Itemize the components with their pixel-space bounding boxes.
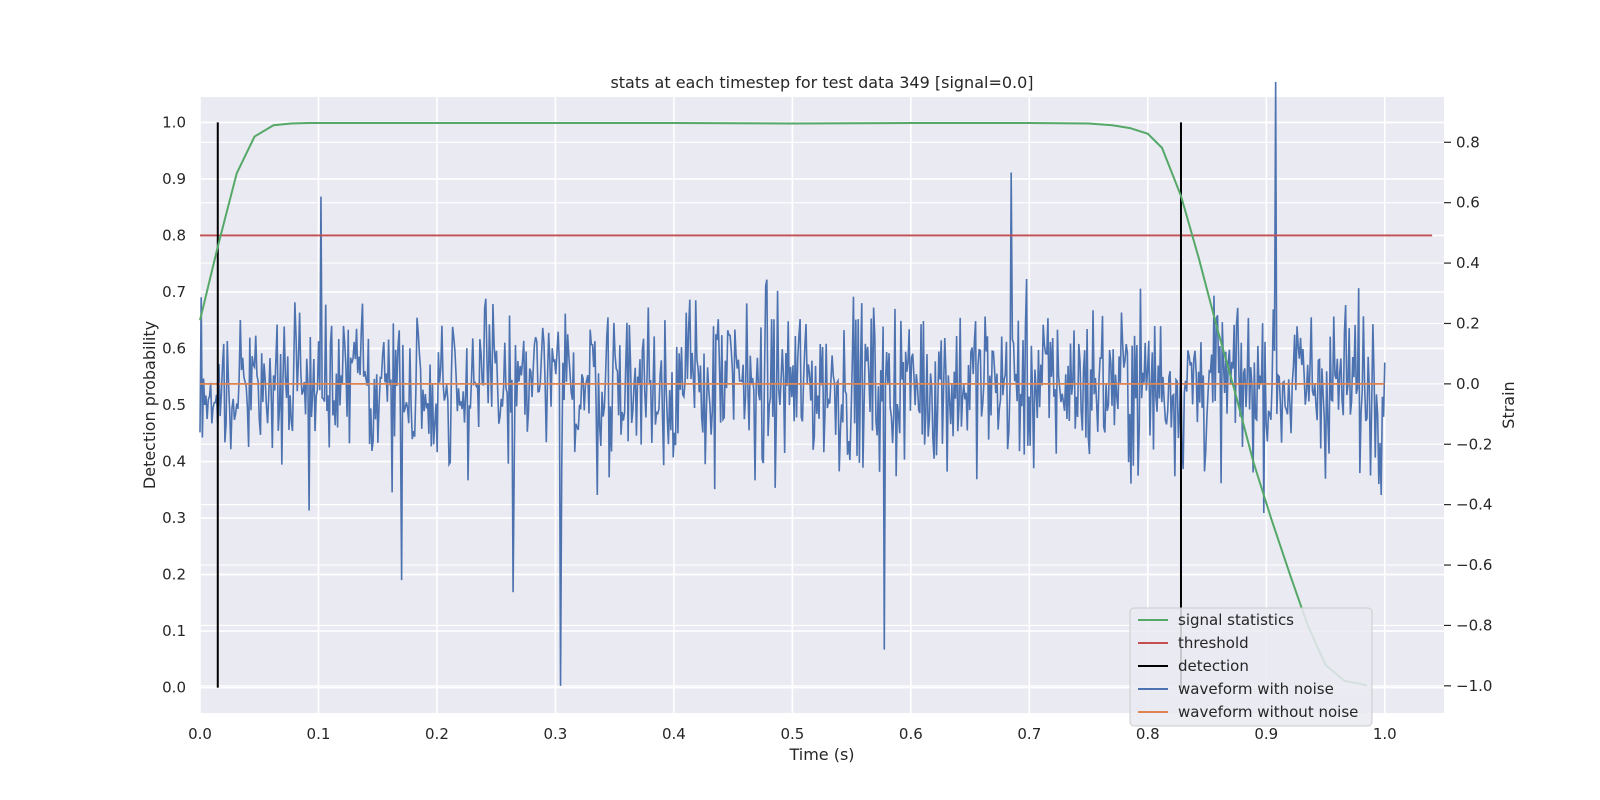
chart-title: stats at each timestep for test data 349… [610, 73, 1033, 92]
legend-label: waveform without noise [1178, 703, 1358, 721]
series-signal-statistics [199, 122, 1368, 687]
plot-area [199, 81, 1433, 688]
right-y-axis-ticks: 0.8 0.6 0.4 0.2 0.0 −0.2 −0.4 −0.6 −0.8 −1.0 [1444, 133, 1492, 695]
x-tick-label: 0.2 [425, 725, 449, 743]
x-tick-label: 0.7 [1017, 725, 1041, 743]
left-y-tick-label: 0.2 [162, 566, 186, 584]
x-tick-label: 1.0 [1373, 725, 1397, 743]
right-y-tick-label: −0.4 [1456, 496, 1492, 514]
series-waveform-with-noise [199, 81, 1386, 686]
x-tick-label: 0.1 [307, 725, 331, 743]
left-y-tick-label: 0.0 [162, 679, 186, 697]
legend-box [1129, 607, 1373, 727]
left-y-tick-label: 0.7 [162, 283, 186, 301]
left-y-tick-label: 1.0 [162, 113, 186, 131]
right-y-tick-label: 0.2 [1456, 314, 1480, 332]
left-y-axis-label: Detection probability [140, 321, 159, 489]
right-y-axis-label: Strain [1499, 381, 1518, 428]
legend-label: signal statistics [1178, 611, 1294, 629]
left-y-tick-label: 0.6 [162, 339, 186, 357]
left-y-tick-label: 0.4 [162, 453, 186, 471]
left-y-tick-label: 0.9 [162, 170, 186, 188]
x-tick-label: 0.9 [1254, 725, 1278, 743]
right-y-tick-label: 0.0 [1456, 375, 1480, 393]
left-y-tick-label: 0.8 [162, 226, 186, 244]
left-y-tick-label: 0.1 [162, 622, 186, 640]
right-y-tick-label: 0.8 [1456, 133, 1480, 151]
right-y-tick-label: 0.6 [1456, 194, 1480, 212]
x-axis-ticks: 0.0 0.1 0.2 0.3 0.4 0.5 0.6 0.7 0.8 0.9 1.0 [188, 725, 1397, 743]
legend: signal statistics threshold detection wavef… [1129, 607, 1373, 727]
left-y-tick-label: 0.5 [162, 396, 186, 414]
right-y-tick-label: −0.2 [1456, 435, 1492, 453]
x-tick-label: 0.0 [188, 725, 212, 743]
legend-label: waveform with noise [1178, 680, 1334, 698]
left-y-axis-ticks: 0.0 0.1 0.2 0.3 0.4 0.5 0.6 0.7 0.8 0.9 1.0 [162, 113, 186, 696]
right-y-tick-label: 0.4 [1456, 254, 1480, 272]
x-axis-label: Time (s) [788, 745, 854, 764]
x-tick-label: 0.3 [543, 725, 567, 743]
right-y-tick-label: −0.8 [1456, 616, 1492, 634]
legend-label: detection [1178, 657, 1249, 675]
x-tick-label: 0.6 [899, 725, 923, 743]
right-y-tick-label: −1.0 [1456, 677, 1492, 695]
right-y-tick-label: −0.6 [1456, 556, 1492, 574]
legend-label: threshold [1178, 634, 1249, 652]
x-tick-label: 0.8 [1136, 725, 1160, 743]
x-tick-label: 0.4 [662, 725, 686, 743]
left-y-tick-label: 0.3 [162, 509, 186, 527]
x-tick-label: 0.5 [780, 725, 804, 743]
